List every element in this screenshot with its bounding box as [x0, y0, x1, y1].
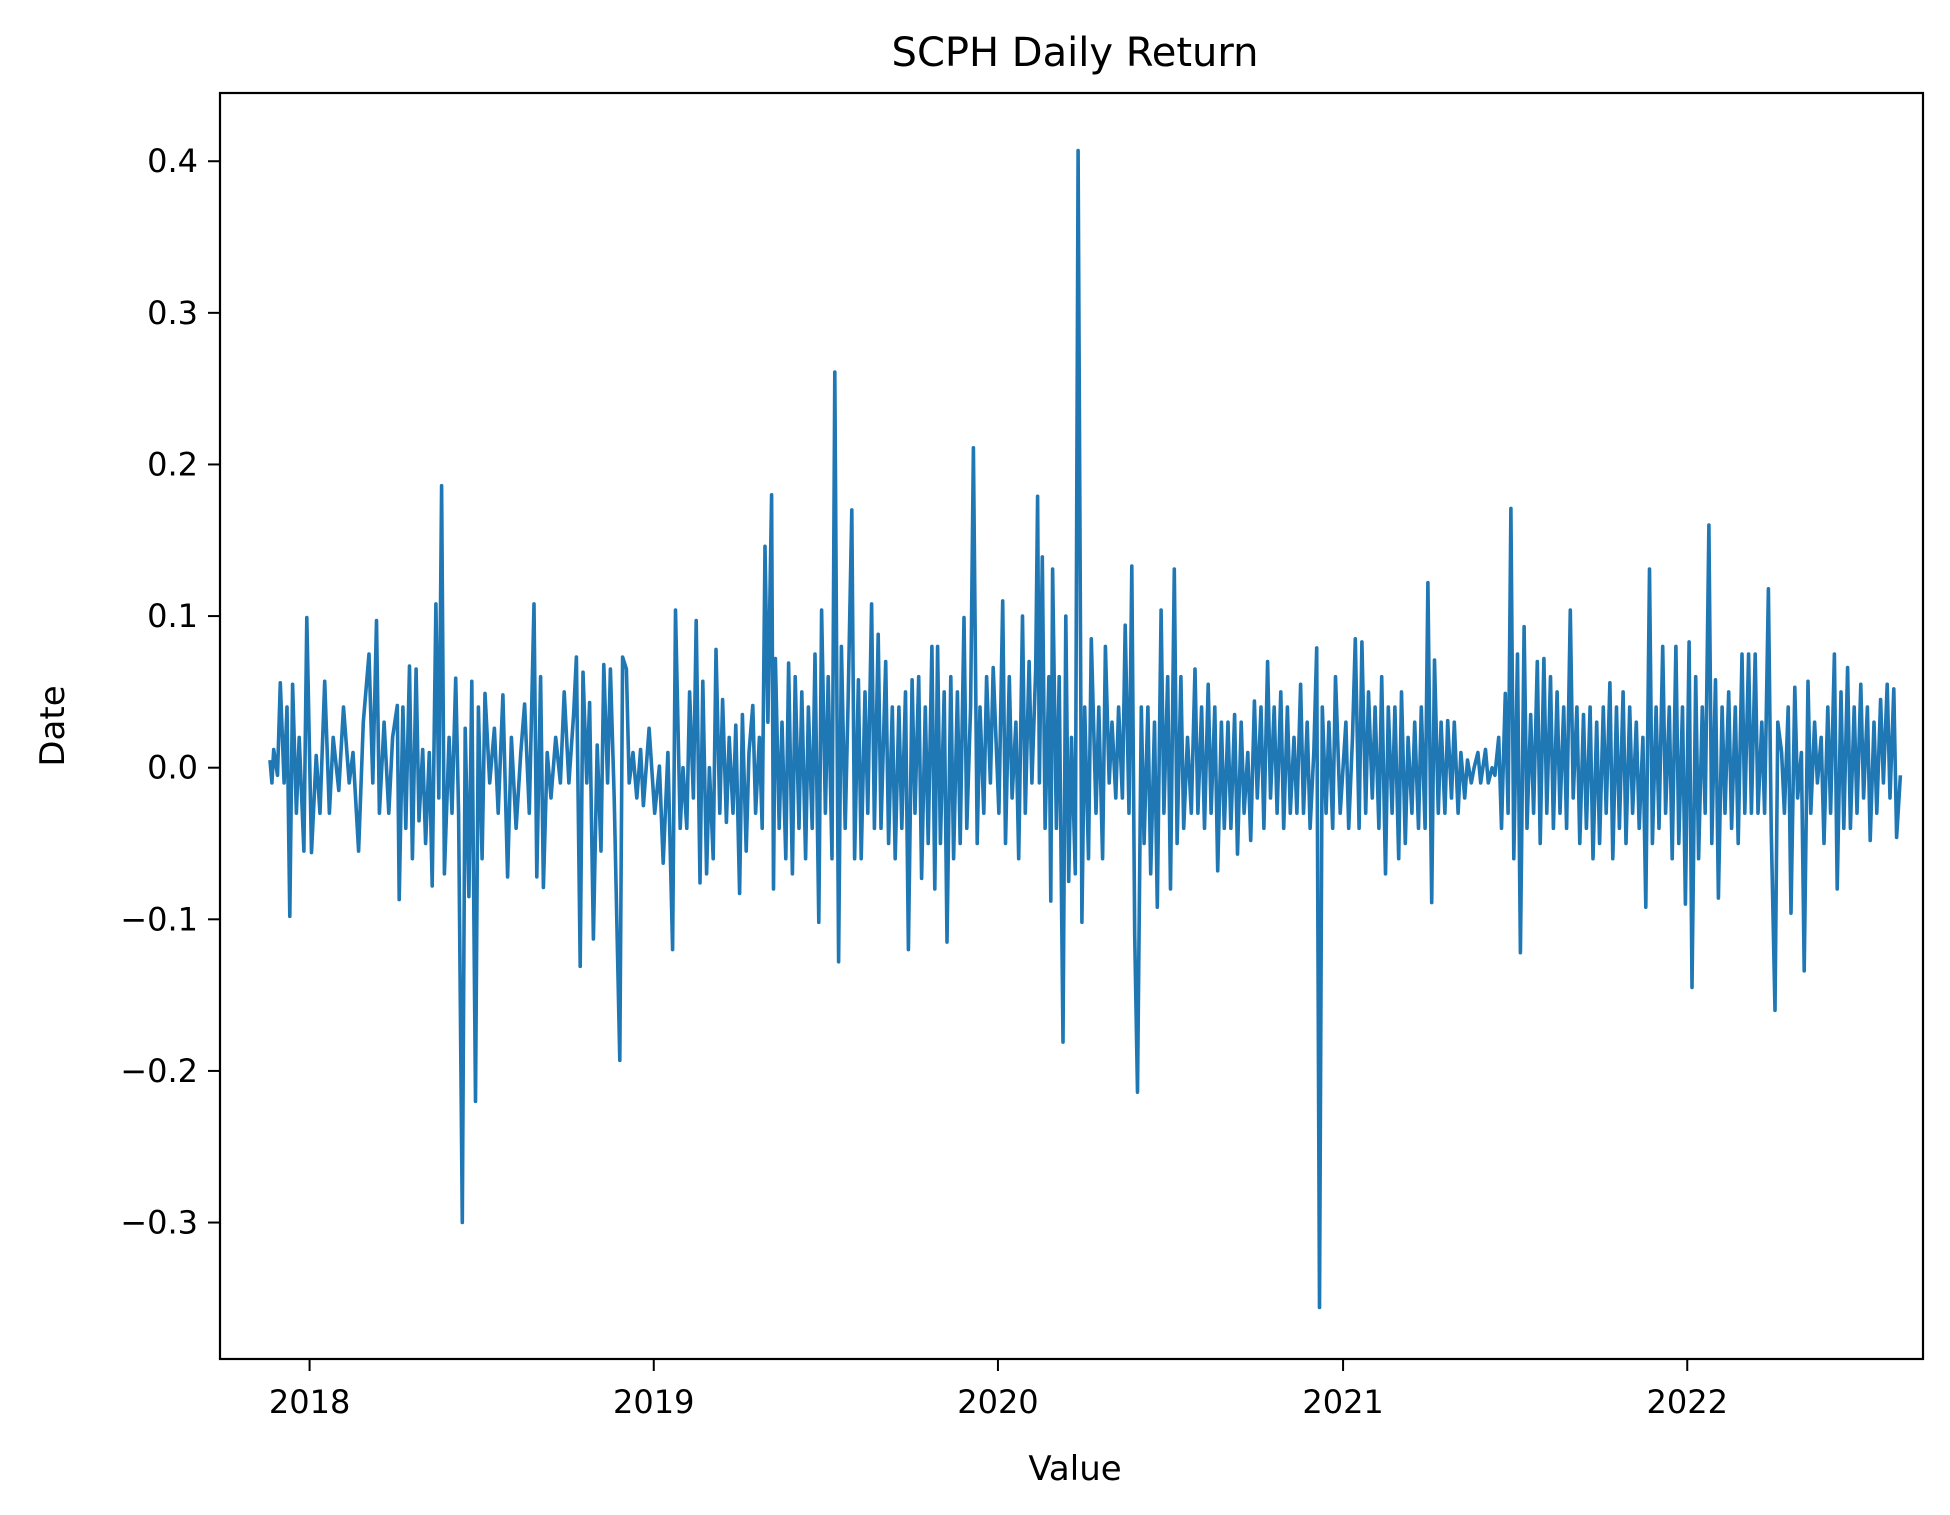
y-tick-label: 0.3	[147, 294, 198, 332]
x-tick-label: 2022	[1647, 1383, 1728, 1421]
y-axis: 0.4 0.3 0.2 0.1 0.0 −0.1 −0.2 −0.3	[120, 142, 220, 1242]
chart-title: SCPH Daily Return	[892, 30, 1259, 76]
y-tick-label: 0.1	[147, 597, 198, 635]
x-tick-label: 2019	[613, 1383, 694, 1421]
series-line-0	[268, 148, 1903, 1310]
plot-frame	[218, 91, 1925, 1361]
x-axis-label: Value	[1028, 1449, 1121, 1489]
y-tick-label: −0.2	[120, 1052, 198, 1090]
y-tick-label: 0.4	[147, 142, 198, 180]
y-tick-label: 0.2	[147, 445, 198, 483]
x-tick-label: 2021	[1302, 1383, 1383, 1421]
y-tick-label: −0.3	[120, 1204, 198, 1242]
x-tick-label: 2018	[269, 1383, 350, 1421]
y-tick-label: 0.0	[147, 749, 198, 787]
x-axis: 2018 2019 2020 2021 2022	[269, 1359, 1728, 1421]
y-axis-label: Date	[33, 685, 73, 766]
x-tick-label: 2020	[957, 1383, 1038, 1421]
series-layer	[268, 148, 1903, 1310]
y-tick-label: −0.1	[120, 900, 198, 938]
